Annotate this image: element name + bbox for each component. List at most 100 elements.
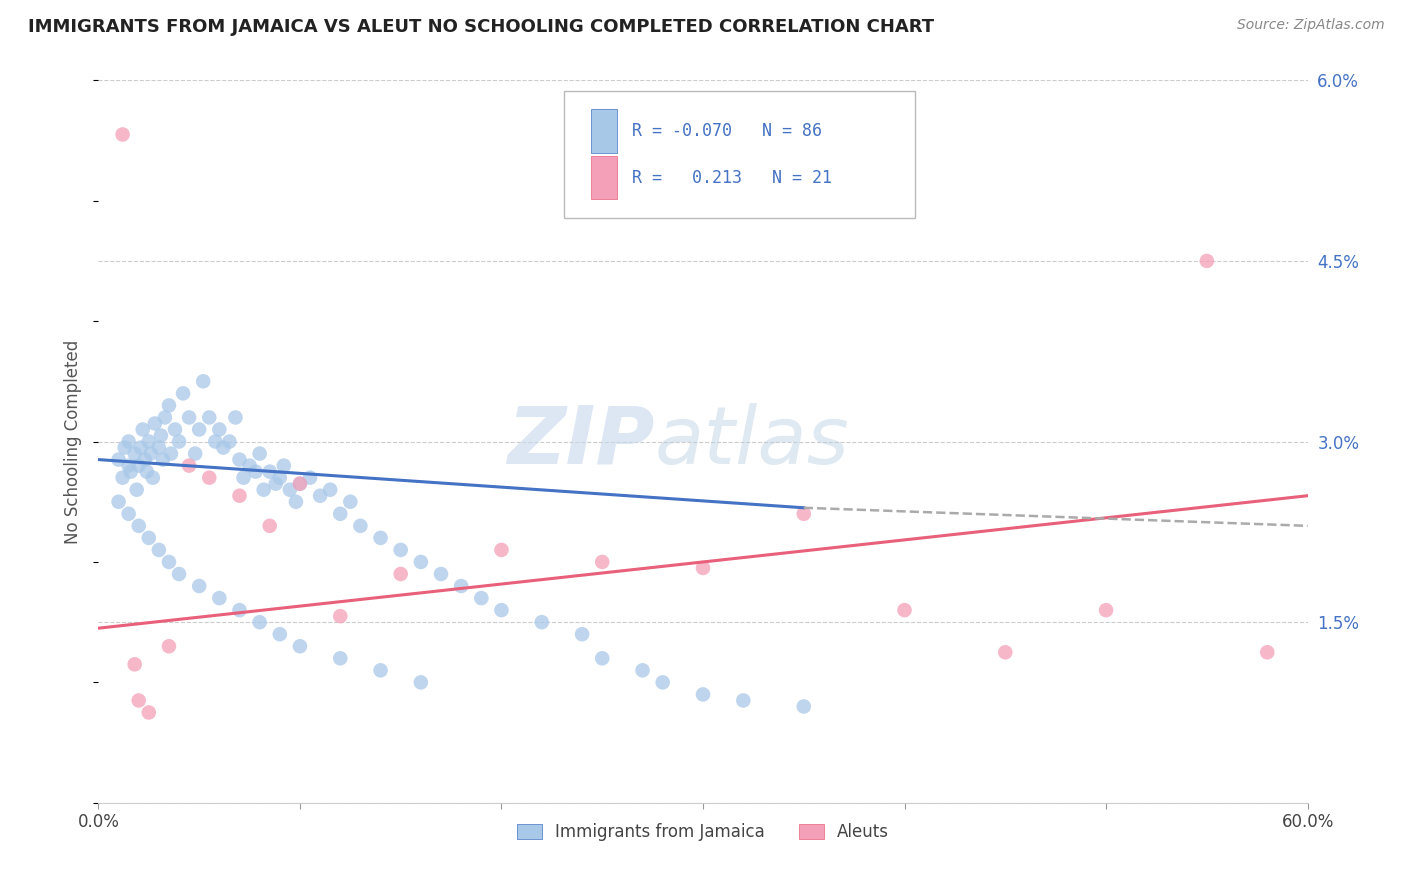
Point [239, 458, 262, 473]
Point [319, 483, 342, 497]
Point [651, 675, 673, 690]
Point [491, 603, 513, 617]
Point [132, 422, 155, 436]
Text: ZIP: ZIP [508, 402, 655, 481]
Legend: Immigrants from Jamaica, Aleuts: Immigrants from Jamaica, Aleuts [512, 819, 894, 847]
Point [148, 542, 170, 557]
Text: Source: ZipAtlas.com: Source: ZipAtlas.com [1237, 18, 1385, 32]
Point [228, 452, 250, 467]
Point [692, 687, 714, 701]
Text: atlas: atlas [655, 402, 849, 481]
Point [288, 639, 311, 653]
Point [188, 579, 211, 593]
Point [309, 489, 332, 503]
Point [1195, 253, 1218, 268]
Point [157, 398, 180, 412]
Point [733, 693, 755, 707]
Point [138, 531, 160, 545]
Point [124, 446, 146, 460]
Point [288, 476, 311, 491]
Point [249, 615, 271, 630]
Point [111, 470, 134, 484]
Point [253, 483, 276, 497]
Point [450, 579, 472, 593]
Point [153, 410, 176, 425]
Point [288, 476, 311, 491]
FancyBboxPatch shape [564, 91, 915, 218]
Point [278, 483, 301, 497]
Point [139, 446, 162, 460]
Point [179, 458, 201, 473]
Point [135, 465, 157, 479]
Point [114, 441, 136, 455]
Point [204, 434, 226, 449]
Point [793, 507, 815, 521]
Point [430, 567, 453, 582]
Point [224, 410, 246, 425]
Point [409, 675, 432, 690]
Text: R =   0.213   N = 21: R = 0.213 N = 21 [631, 169, 832, 186]
Text: IMMIGRANTS FROM JAMAICA VS ALEUT NO SCHOOLING COMPLETED CORRELATION CHART: IMMIGRANTS FROM JAMAICA VS ALEUT NO SCHO… [28, 18, 934, 36]
Point [188, 422, 211, 436]
Point [1095, 603, 1118, 617]
Point [111, 128, 134, 142]
Point [631, 664, 654, 678]
Point [329, 609, 352, 624]
Point [143, 417, 166, 431]
Point [142, 470, 165, 484]
Point [339, 494, 361, 508]
Point [138, 706, 160, 720]
Point [198, 470, 221, 484]
Point [148, 441, 170, 455]
Point [284, 494, 307, 508]
Point [138, 434, 160, 449]
Point [184, 446, 207, 460]
Point [1256, 645, 1278, 659]
Point [124, 657, 146, 672]
Point [118, 507, 141, 521]
Point [530, 615, 553, 630]
Point [692, 561, 714, 575]
Point [120, 465, 142, 479]
FancyBboxPatch shape [591, 156, 617, 200]
Point [245, 465, 267, 479]
Point [160, 446, 183, 460]
Point [107, 494, 129, 508]
Point [129, 441, 152, 455]
Point [349, 519, 371, 533]
Point [157, 555, 180, 569]
Point [163, 422, 186, 436]
Point [179, 410, 201, 425]
Point [167, 567, 190, 582]
Point [218, 434, 240, 449]
Point [329, 651, 352, 665]
Point [470, 591, 492, 606]
Point [152, 452, 174, 467]
Point [193, 375, 215, 389]
Y-axis label: No Schooling Completed: No Schooling Completed [65, 340, 83, 543]
Point [128, 693, 150, 707]
Point [389, 542, 412, 557]
Point [591, 651, 613, 665]
Point [269, 627, 291, 641]
Point [128, 519, 150, 533]
Point [249, 446, 271, 460]
Text: R = -0.070   N = 86: R = -0.070 N = 86 [631, 122, 821, 140]
Point [591, 555, 613, 569]
Point [107, 452, 129, 467]
Point [793, 699, 815, 714]
Point [172, 386, 194, 401]
Point [208, 591, 231, 606]
Point [994, 645, 1017, 659]
Point [370, 531, 392, 545]
Point [198, 410, 221, 425]
Point [571, 627, 593, 641]
Point [128, 458, 150, 473]
Point [893, 603, 915, 617]
Point [134, 452, 156, 467]
FancyBboxPatch shape [591, 109, 617, 153]
Point [299, 470, 322, 484]
Point [389, 567, 412, 582]
Point [212, 441, 235, 455]
Point [118, 434, 141, 449]
